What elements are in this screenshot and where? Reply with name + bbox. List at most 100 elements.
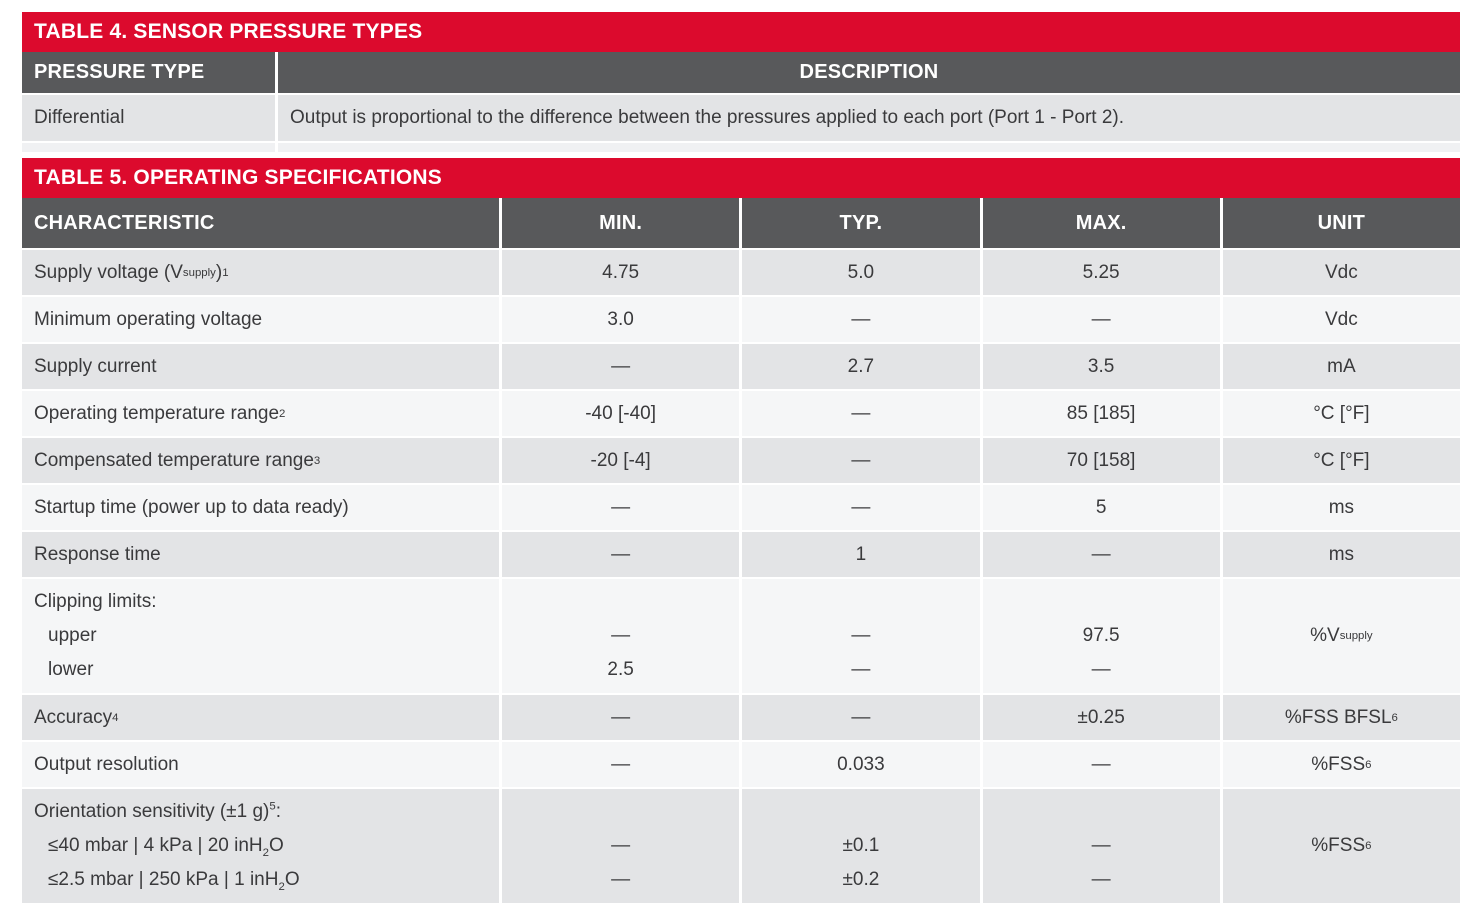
table-row: Supply current —2.7 3.5 mA [22, 344, 1460, 389]
typ-value-cell: — [742, 438, 980, 483]
typ-value-cell: 2.7 [742, 344, 980, 389]
partial-next-row [22, 143, 1460, 152]
min-value-line [502, 585, 739, 619]
pressure-type-cell: Differential [22, 95, 275, 141]
max-value-cell: 85 [185] [982, 391, 1220, 436]
max-value-cell: ±0.25 [982, 695, 1220, 740]
unit-cell: %FSS 6 [1222, 789, 1460, 903]
table5-operating-specifications: TABLE 5. OPERATING SPECIFICATIONS CHARAC… [22, 158, 1460, 903]
min-value-cell: — [502, 695, 740, 740]
unit-cell: %FSS 6 [1222, 742, 1460, 787]
characteristic-line: Orientation sensitivity (±1 g)5: [34, 800, 281, 822]
max-value-line [983, 795, 1220, 829]
table4-title-bar: TABLE 4. SENSOR PRESSURE TYPES [22, 12, 1460, 52]
table5-title: TABLE 5. OPERATING SPECIFICATIONS [34, 166, 442, 189]
table4-header-row: PRESSURE TYPE DESCRIPTION [22, 52, 1460, 93]
column-header-max: MAX. [982, 198, 1220, 248]
typ-value-cell: ±0.1 ±0.2 [742, 789, 980, 903]
characteristic-cell: Supply current [22, 344, 499, 389]
typ-value-cell: — [742, 391, 980, 436]
min-value-line: — [611, 869, 631, 890]
typ-value-cell: — — [742, 579, 980, 693]
table-row: Operating temperature range 2 -40 [-40] —85… [22, 391, 1460, 436]
table5-body: Supply voltage (V supply) 1 4.75 5.0 5.25 Vdc M… [22, 250, 1460, 903]
characteristic-line: lower [48, 659, 94, 680]
unit-cell: ms [1222, 485, 1460, 530]
max-value-cell: — — [982, 789, 1220, 903]
column-header-pressure-type: PRESSURE TYPE [22, 52, 275, 93]
unit-cell: mA [1222, 344, 1460, 389]
column-header-characteristic: CHARACTERISTIC [22, 198, 499, 248]
typ-value-line [742, 585, 979, 619]
min-value-cell: — [502, 742, 740, 787]
table4-title: TABLE 4. SENSOR PRESSURE TYPES [34, 20, 423, 43]
unit-cell: %V supply [1222, 579, 1460, 693]
max-value-line: — [1091, 659, 1111, 680]
max-value-cell: 97.5 — [982, 579, 1220, 693]
max-value-line: 97.5 [1082, 625, 1120, 646]
characteristic-line: upper [48, 625, 97, 646]
typ-value-cell: 0.033 [742, 742, 980, 787]
characteristic-cell: Accuracy 4 [22, 695, 499, 740]
max-value-cell: 70 [158] [982, 438, 1220, 483]
min-value-cell: — 2.5 [502, 579, 740, 693]
max-value-line: — [1091, 835, 1111, 856]
table-row: Response time —1— ms [22, 532, 1460, 577]
table-row: Compensated temperature range 3 -20 [-4] —7… [22, 438, 1460, 483]
table-row: Minimum operating voltage 3.0— — Vdc [22, 297, 1460, 342]
max-value-line: — [1091, 869, 1111, 890]
table-row: Orientation sensitivity (±1 g)5: ≤40 mbar… [22, 789, 1460, 903]
unit-cell: °C [°F] [1222, 391, 1460, 436]
table5-header-row: CHARACTERISTIC MIN. TYP. MAX. UNIT [22, 198, 1460, 248]
max-value-cell: 5.25 [982, 250, 1220, 295]
table5-title-bar: TABLE 5. OPERATING SPECIFICATIONS [22, 158, 1460, 198]
max-value-line [983, 585, 1220, 619]
typ-value-line: — [851, 625, 871, 646]
typ-value-line [742, 795, 979, 829]
typ-value-cell: — [742, 297, 980, 342]
typ-value-cell: 5.0 [742, 250, 980, 295]
characteristic-cell: Minimum operating voltage [22, 297, 499, 342]
characteristic-line: Clipping limits: [34, 591, 157, 612]
table-row: Clipping limits: upper lower —2.5 — — 97.5—… [22, 579, 1460, 693]
unit-cell: °C [°F] [1222, 438, 1460, 483]
unit-cell: %FSS BFSL 6 [1222, 695, 1460, 740]
min-value-cell: — [502, 485, 740, 530]
characteristic-cell: Startup time (power up to data ready) [22, 485, 499, 530]
min-value-line: 2.5 [607, 659, 634, 680]
min-value-cell: — [502, 344, 740, 389]
max-value-cell: 3.5 [982, 344, 1220, 389]
min-value-cell: — [502, 532, 740, 577]
typ-value-line: ±0.2 [842, 869, 880, 890]
unit-cell: ms [1222, 532, 1460, 577]
table-row: Supply voltage (V supply) 1 4.75 5.0 5.25 Vdc [22, 250, 1460, 295]
typ-value-cell: — [742, 695, 980, 740]
column-header-min: MIN. [502, 198, 740, 248]
min-value-line: — [611, 835, 631, 856]
characteristic-cell: Output resolution [22, 742, 499, 787]
characteristic-cell: Orientation sensitivity (±1 g)5: ≤40 mbar… [22, 789, 499, 903]
max-value-cell: — [982, 532, 1220, 577]
min-value-line [502, 795, 739, 829]
table-row: Differential Output is proportional to t… [22, 95, 1460, 141]
max-value-cell: — [982, 742, 1220, 787]
table4-sensor-pressure-types: TABLE 4. SENSOR PRESSURE TYPES PRESSURE … [22, 12, 1460, 152]
characteristic-cell: Supply voltage (V supply) 1 [22, 250, 499, 295]
column-header-unit: UNIT [1222, 198, 1460, 248]
min-value-cell: 4.75 [502, 250, 740, 295]
typ-value-line: — [851, 659, 871, 680]
min-value-cell: -40 [-40] [502, 391, 740, 436]
table-row: Output resolution —0.033— %FSS 6 [22, 742, 1460, 787]
min-value-cell: — — [502, 789, 740, 903]
table-row: Accuracy 4— — ±0.25 %FSS BFSL 6 [22, 695, 1460, 740]
characteristic-line: ≤40 mbar | 4 kPa | 20 inH2O [48, 835, 284, 859]
description-cell: Output is proportional to the difference… [278, 95, 1460, 141]
characteristic-line: ≤2.5 mbar | 250 kPa | 1 inH2O [48, 869, 300, 893]
min-value-line: — [611, 625, 631, 646]
typ-value-cell: — [742, 485, 980, 530]
partial-cell [22, 143, 275, 152]
unit-cell: Vdc [1222, 250, 1460, 295]
typ-value-line: ±0.1 [842, 835, 880, 856]
characteristic-cell: Clipping limits: upper lower [22, 579, 499, 693]
